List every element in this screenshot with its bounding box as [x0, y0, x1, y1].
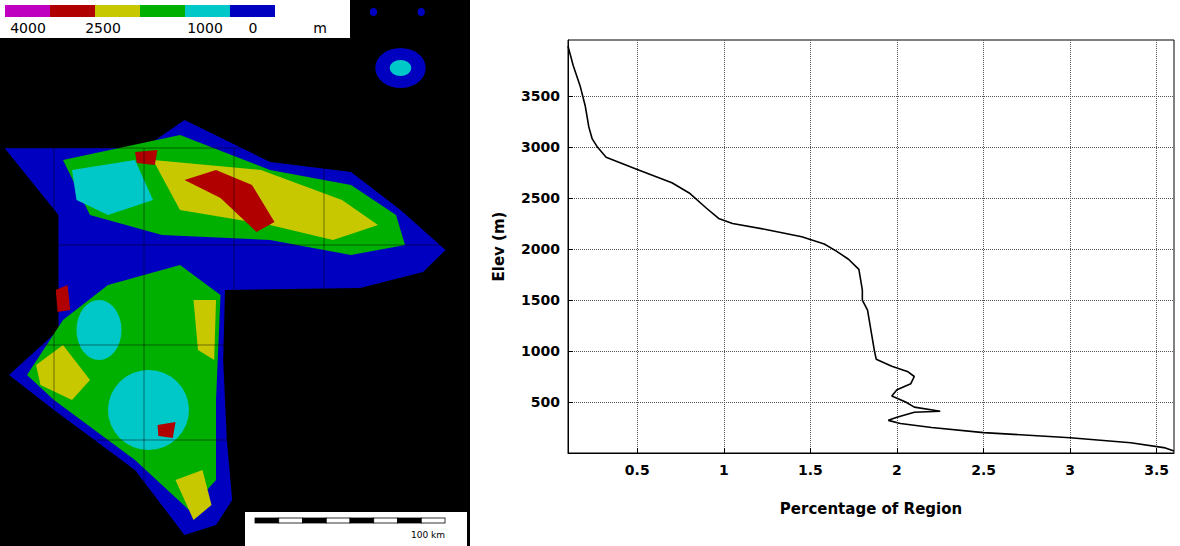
svg-text:3500: 3500: [521, 88, 560, 104]
svg-text:4000: 4000: [10, 20, 46, 36]
svg-text:Percentage of Region: Percentage of Region: [780, 500, 962, 518]
svg-text:2500: 2500: [521, 190, 560, 206]
svg-text:1.5: 1.5: [798, 462, 823, 478]
svg-text:1000: 1000: [187, 20, 223, 36]
svg-text:1: 1: [719, 462, 729, 478]
svg-text:0.5: 0.5: [625, 462, 650, 478]
svg-text:2.5: 2.5: [971, 462, 996, 478]
svg-text:3000: 3000: [521, 139, 560, 155]
svg-text:0: 0: [249, 20, 258, 36]
svg-text:1000: 1000: [521, 343, 560, 359]
svg-text:3: 3: [1065, 462, 1075, 478]
svg-text:3.5: 3.5: [1144, 462, 1169, 478]
svg-text:2500: 2500: [85, 20, 121, 36]
svg-text:2: 2: [892, 462, 902, 478]
svg-text:Elev (m): Elev (m): [490, 212, 508, 282]
svg-text:m: m: [313, 20, 327, 36]
svg-text:500: 500: [531, 394, 560, 410]
svg-text:1500: 1500: [521, 292, 560, 308]
svg-text:100 km: 100 km: [411, 530, 445, 540]
svg-text:2000: 2000: [521, 241, 560, 257]
